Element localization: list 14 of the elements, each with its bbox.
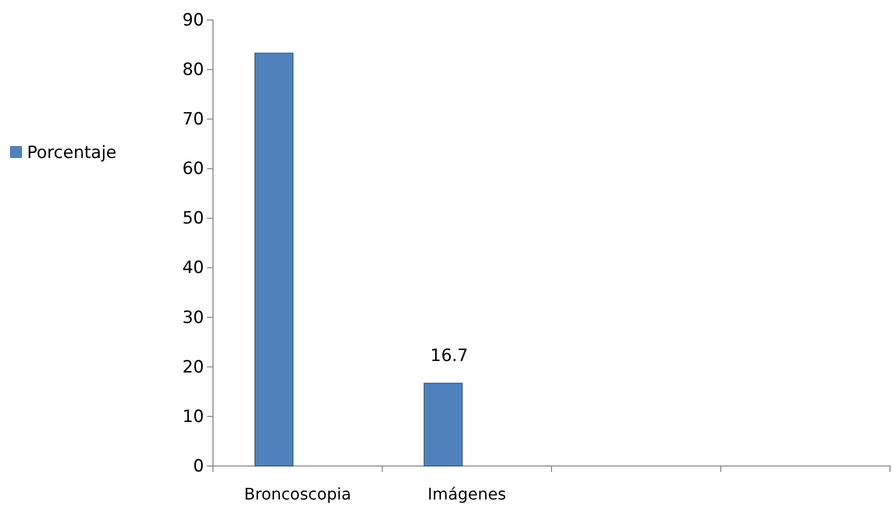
y-tick-label: 70 — [182, 110, 204, 130]
x-tick-label: Broncoscopia — [244, 484, 352, 504]
data-label: 16.7 — [430, 346, 468, 366]
y-tick-label: 90 — [182, 10, 204, 30]
x-tick-label: Imágenes — [428, 484, 506, 504]
y-tick-label: 0 — [193, 456, 204, 476]
y-tick-label: 40 — [182, 258, 204, 278]
y-tick-label: 60 — [182, 159, 204, 180]
y-tick-label: 80 — [182, 60, 204, 80]
y-tick-label: 20 — [182, 357, 204, 378]
y-tick-label: 30 — [182, 308, 204, 328]
y-tick-label: 50 — [182, 208, 204, 229]
legend-label: Porcentaje — [27, 143, 117, 163]
y-tick-label: 10 — [182, 406, 204, 427]
